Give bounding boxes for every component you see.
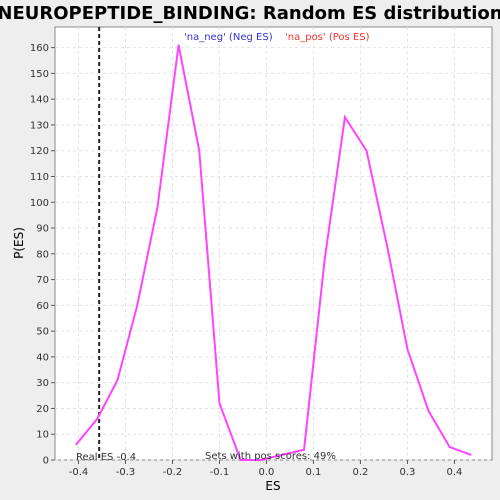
y-axis-ticks: 0 10 20 30 40 50 60 70 80 90 100 110 120 130 140 150 160 [30,43,55,467]
plot-area [54,26,493,461]
chart-title: NEUROPEPTIDE_BINDING: Random ES distribu… [0,3,500,24]
real-es-label: Real ES -0.4 [76,452,136,463]
data-point [323,258,326,260]
y-tick-label: 80 [36,249,49,260]
data-point [198,149,201,152]
y-tick-label: 10 [36,430,49,441]
data-point [470,454,472,456]
data-point [177,44,180,46]
y-tick-label: 20 [36,404,49,415]
x-tick-label: 0.0 [258,467,274,478]
x-tick-label: -0.4 [69,467,89,478]
x-axis-ticks: -0.4 -0.3 -0.2 -0.1 0.0 0.1 0.2 0.3 0.4 [69,460,462,478]
y-tick-label: 70 [36,275,49,286]
y-tick-label: 30 [36,378,49,389]
y-tick-label: 40 [36,352,49,363]
x-tick-label: 0.3 [399,467,415,478]
legend-neg: 'na_neg' (Neg ES) [184,32,273,43]
y-tick-label: 0 [43,456,49,467]
y-tick-label: 110 [30,172,49,183]
legend-pos: 'na_pos' (Pos ES) [285,32,370,43]
data-point [156,206,159,209]
x-tick-label: 0.4 [446,467,462,478]
data-point [344,116,346,119]
data-point [218,402,221,405]
data-point [448,446,451,448]
data-points [75,44,472,461]
data-point [386,247,389,250]
y-tick-label: 100 [30,198,49,209]
x-tick-label: 0.2 [352,467,368,478]
x-tick-label: 0.1 [305,467,321,478]
y-tick-label: 90 [36,224,49,235]
y-tick-label: 60 [36,301,49,312]
y-tick-label: 140 [30,95,49,106]
y-tick-label: 150 [30,69,49,80]
data-point [136,304,139,307]
y-tick-label: 160 [30,43,49,54]
grid-lines [55,27,492,461]
y-tick-label: 120 [30,146,49,157]
y-tick-label: 50 [36,327,49,338]
y-tick-label: 130 [30,120,49,131]
data-point [116,379,119,381]
data-point [75,443,77,446]
data-point [239,459,242,461]
y-axis-label: P(ES) [12,227,26,259]
data-point [96,417,99,420]
x-tick-label: -0.3 [116,467,136,478]
x-axis-label: ES [265,479,280,493]
data-point [365,149,368,152]
data-point [303,448,305,451]
data-point [260,459,262,461]
x-tick-label: -0.1 [210,467,230,478]
data-point [427,410,430,412]
data-point [406,348,409,350]
pos-scores-label: Sets with pos scores: 49% [205,451,336,462]
x-tick-label: -0.2 [163,467,183,478]
